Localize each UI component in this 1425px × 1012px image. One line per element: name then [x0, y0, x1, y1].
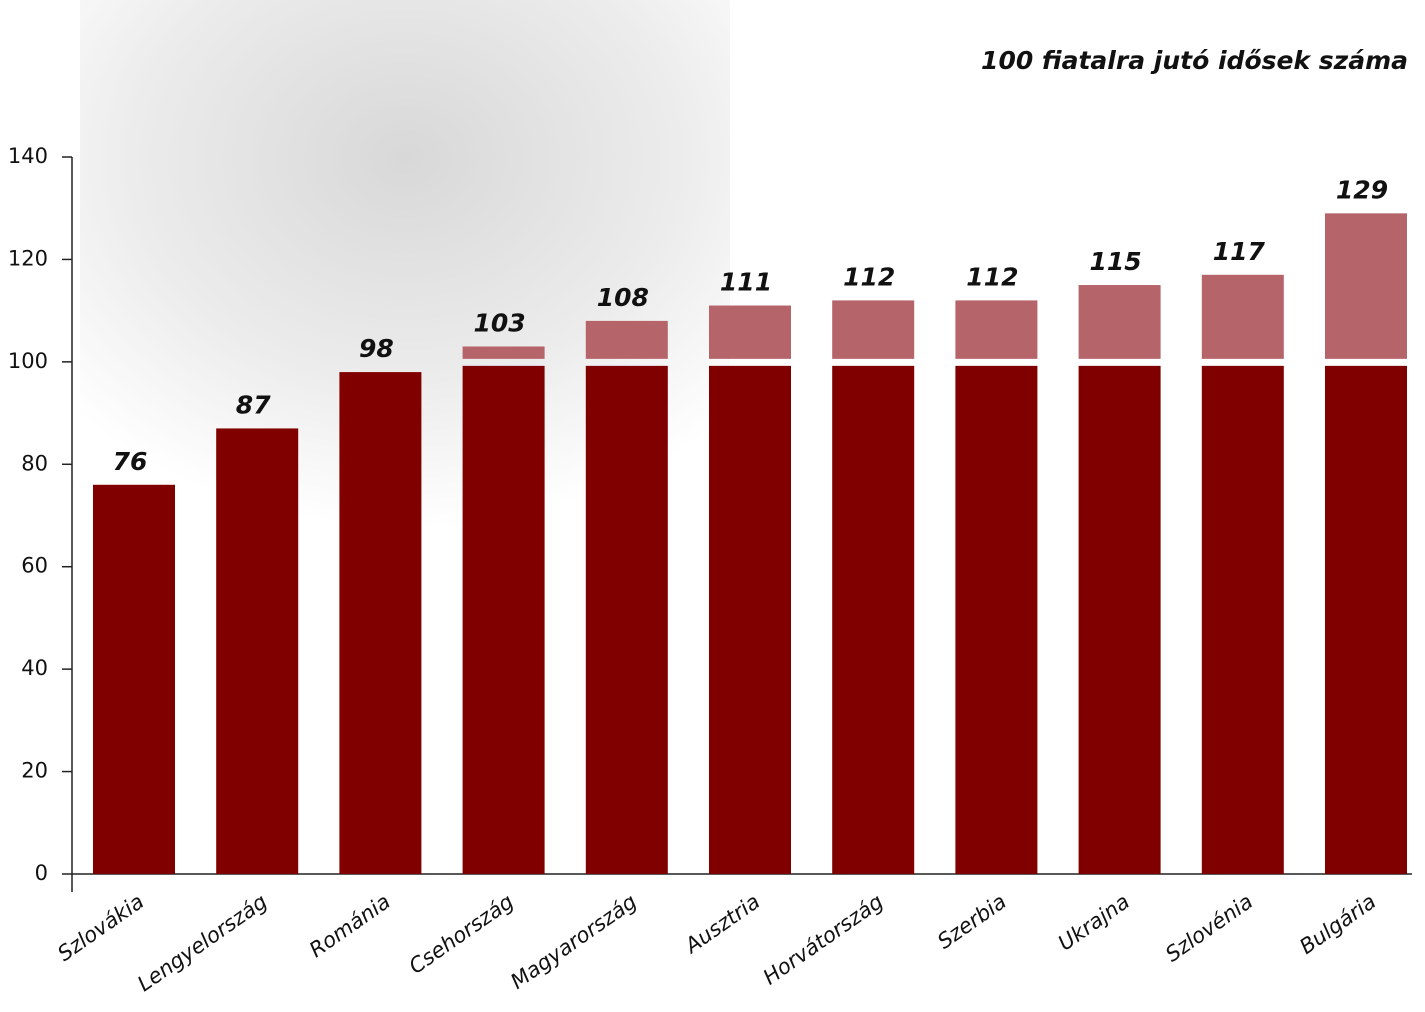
value-label: 103	[474, 308, 526, 337]
x-tick-label: Ausztria	[679, 889, 764, 959]
bar	[93, 484, 175, 874]
bar	[216, 428, 299, 874]
y-tick-label: 20	[21, 759, 48, 783]
bar-base	[709, 365, 791, 874]
value-label: 129	[1336, 175, 1388, 204]
bar-excess	[709, 305, 791, 359]
bar-base	[832, 365, 915, 874]
bar-base	[1078, 365, 1161, 874]
bar-excess	[1325, 213, 1407, 359]
y-tick-label: 120	[8, 246, 48, 270]
chart-title: 100 fiatalra jutó idősek száma	[981, 46, 1408, 75]
y-tick-label: 100	[8, 349, 48, 373]
y-tick-label: 140	[8, 144, 48, 168]
value-label: 112	[966, 262, 1018, 291]
bar-base	[1201, 365, 1284, 874]
x-tick-label: Ukrajna	[1054, 889, 1134, 955]
y-tick-label: 80	[21, 451, 48, 475]
x-tick-label: Csehország	[405, 889, 518, 978]
y-tick-label: 0	[35, 861, 48, 885]
bar-excess	[1078, 285, 1161, 359]
bar-excess	[832, 300, 915, 359]
x-tick-label: Románia	[305, 889, 395, 962]
x-tick-label: Horvátország	[759, 889, 888, 989]
bar-base	[1325, 365, 1407, 874]
y-tick-label: 60	[21, 554, 48, 578]
value-label: 117	[1213, 237, 1266, 266]
x-tick-label: Szlovénia	[1161, 889, 1257, 966]
value-label: 98	[359, 334, 394, 363]
value-label: 115	[1090, 247, 1142, 276]
bar-excess	[585, 320, 668, 359]
value-label: 111	[720, 268, 772, 297]
x-tick-label: Szerbia	[933, 889, 1011, 953]
x-tick-label: Magyarország	[506, 889, 641, 993]
bar-base	[585, 365, 668, 874]
value-label: 76	[113, 447, 148, 476]
x-tick-label: Lengyelország	[133, 889, 271, 996]
bar-base	[462, 365, 545, 874]
bar-excess	[1201, 274, 1284, 359]
bar-base	[955, 365, 1038, 874]
x-tick-label: Bulgária	[1295, 889, 1380, 959]
y-tick-label: 40	[21, 656, 48, 680]
value-label: 108	[597, 283, 649, 312]
value-label: 87	[236, 390, 271, 419]
value-label: 112	[843, 262, 895, 291]
bar-excess	[955, 300, 1038, 359]
bar	[339, 372, 422, 874]
x-tick-label: Szlovákia	[53, 889, 148, 966]
bar-excess	[462, 346, 545, 359]
